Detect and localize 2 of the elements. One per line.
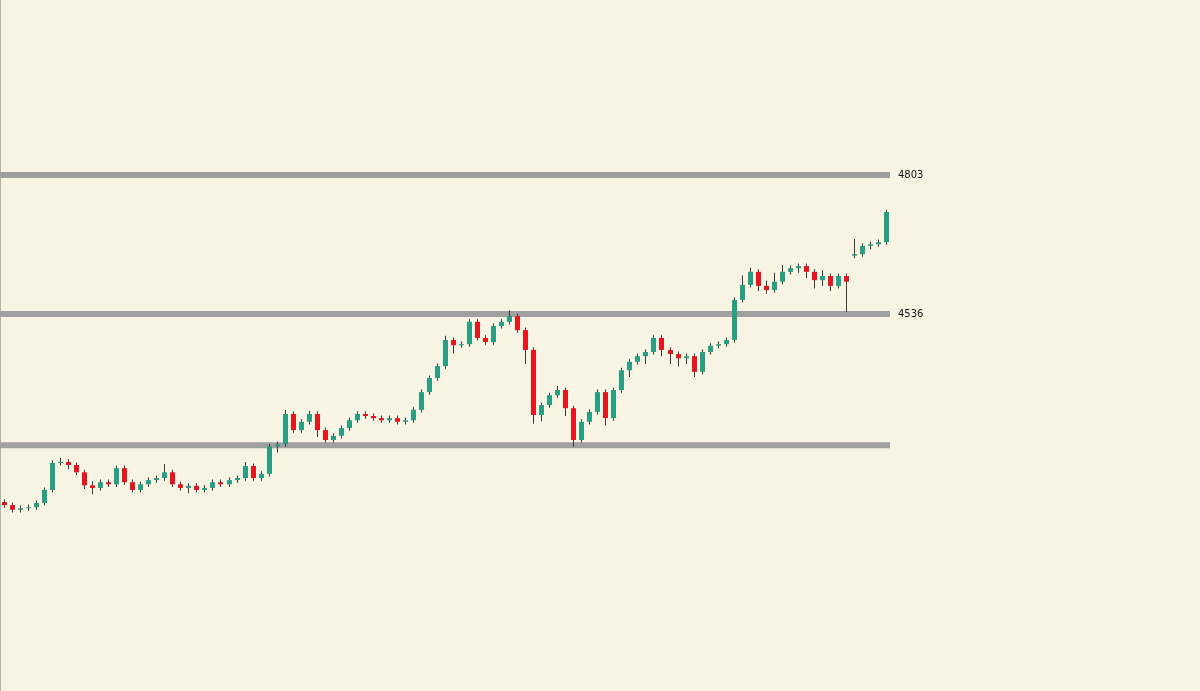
y-tick-label: 4803 (898, 168, 924, 180)
y-tick-label: 4536 (898, 307, 924, 319)
